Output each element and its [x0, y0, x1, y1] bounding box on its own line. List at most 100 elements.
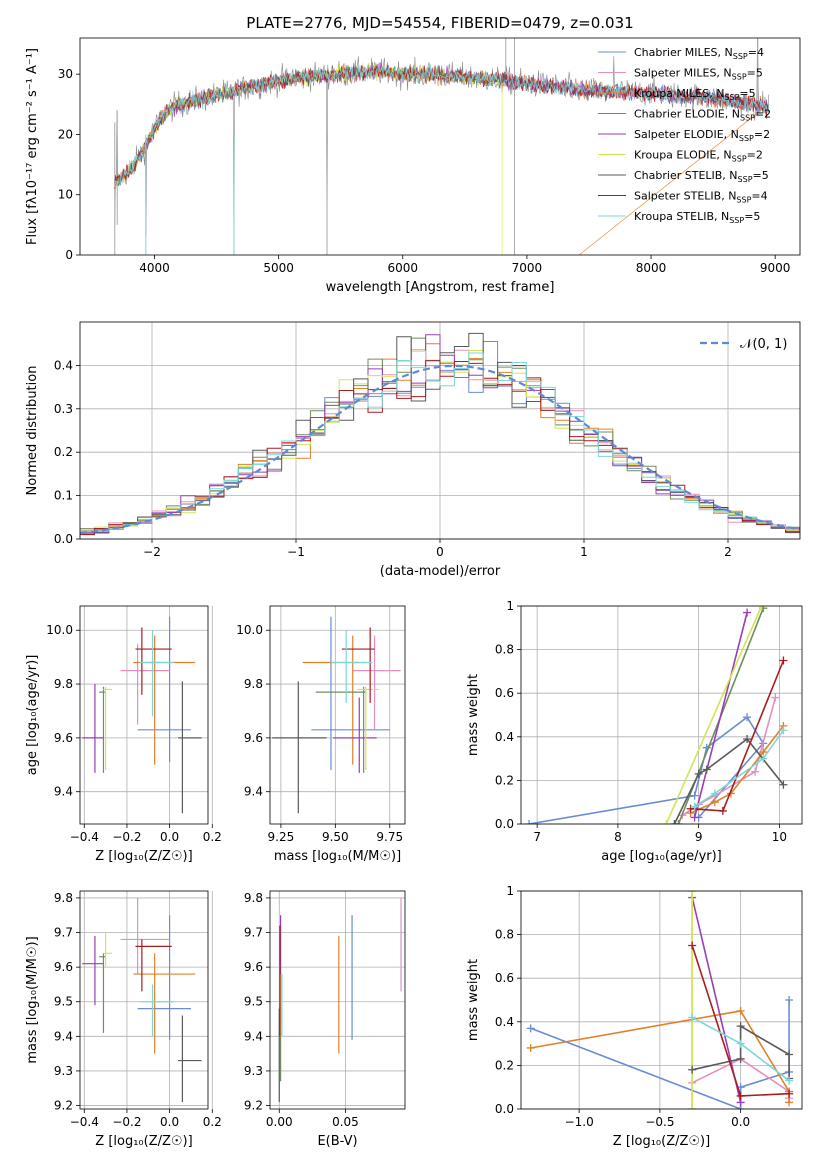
tick-label-x: 6000 — [387, 261, 418, 275]
tick-label-x: 0.0 — [160, 1115, 179, 1129]
chart-age_vs_mass: 9.25 9.50 9.75 9.4 9.6 9.8 10.0 mass [log₁₀(M/M… — [236, 605, 406, 864]
x-axis-label: Z [log₁₀(Z/Z☉)] — [613, 1134, 710, 1149]
tick-label-y: 20 — [58, 127, 73, 141]
weight-marker — [743, 734, 752, 743]
tick-label-x: 0.00 — [266, 1115, 293, 1129]
figure-title: PLATE=2776, MJD=54554, FIBERID=0479, z=0… — [246, 14, 633, 32]
tick-label-y: 9.7 — [54, 926, 73, 940]
weight-line-8 — [694, 729, 785, 808]
model-spectrum-0 — [114, 64, 764, 187]
weight-marker — [743, 608, 752, 617]
y-axis-label: mass weight — [466, 959, 481, 1041]
tick-label-y: 9.7 — [244, 926, 263, 940]
tick-label-y: 0.0 — [54, 532, 73, 546]
weight-marker — [688, 941, 697, 950]
tick-label-x: −2 — [143, 545, 161, 559]
weight-marker — [785, 1050, 794, 1059]
tick-label-x: −0.2 — [112, 1115, 141, 1129]
y-axis-label: mass weight — [466, 674, 481, 756]
y-axis-label: Normed distribution — [25, 366, 40, 496]
tick-label-y: 9.8 — [54, 891, 73, 905]
y-axis-label: age [log₁₀(age/yr)] — [25, 655, 40, 776]
weight-marker — [785, 996, 794, 1004]
weight-marker — [751, 767, 760, 776]
weight-marker — [785, 1076, 794, 1085]
axes-frame — [520, 605, 803, 825]
axes-frame — [269, 605, 406, 825]
weight-marker — [710, 798, 719, 807]
model-spectrum-7 — [114, 65, 769, 190]
x-axis-label: age [log₁₀(age/yr)] — [601, 849, 722, 864]
tick-label-y: 0.0 — [495, 817, 514, 831]
legend-entry: Chabrier STELIB, NSSP=5 — [634, 169, 769, 184]
histogram-8 — [80, 352, 800, 539]
legend: Chabrier MILES, NSSP=4 Salpeter MILES, NS… — [598, 46, 771, 225]
x-axis-label: E(B-V) — [317, 1134, 357, 1149]
weight-marker — [785, 1098, 794, 1107]
y-axis-label: Flux [fλ10⁻¹⁷ erg cm⁻² s⁻¹ A⁻¹] — [25, 48, 40, 245]
legend-entry: Salpeter STELIB, NSSP=4 — [634, 190, 768, 205]
tick-label-y: 9.6 — [54, 731, 73, 745]
tick-label-y: 0.4 — [54, 358, 73, 372]
tick-label-y: 9.4 — [54, 1029, 73, 1043]
tick-label-x: 9.50 — [322, 830, 349, 844]
chart-mass_vs_ebv: 0.00 0.05 9.2 9.3 9.4 9.5 9.6 9.7 9.8 E(B-V) — [244, 890, 406, 1149]
tick-label-y: 9.8 — [54, 677, 73, 691]
axes-frame — [79, 37, 801, 256]
tick-label-y: 1 — [506, 884, 514, 898]
tick-label-y: 9.3 — [244, 1064, 263, 1078]
weight-marker — [526, 1024, 535, 1033]
tick-label-y: 0.0 — [495, 1102, 514, 1116]
tick-label-y: 9.6 — [244, 960, 263, 974]
tick-label-y: 0.6 — [495, 686, 514, 700]
tick-label-y: 9.6 — [244, 731, 263, 745]
tick-label-y: 0.3 — [54, 402, 73, 416]
weight-line-4 — [693, 612, 748, 818]
weight-marker — [694, 769, 703, 778]
weight-marker — [785, 1089, 794, 1098]
weight-marker — [690, 802, 699, 811]
plot-area — [82, 616, 202, 814]
weight-marker — [779, 726, 788, 735]
x-axis-label: wavelength [Angstrom, rest frame] — [326, 280, 555, 295]
tick-label-y: 0.2 — [495, 1058, 514, 1072]
weight-marker — [779, 780, 788, 789]
tick-label-y: 9.8 — [244, 677, 263, 691]
plot-area — [82, 897, 202, 1103]
legend-entry: Kroupa STELIB, NSSP=5 — [634, 210, 760, 225]
weight-marker — [688, 891, 697, 895]
tick-label-x: 0 — [436, 545, 444, 559]
x-axis-label: Z [log₁₀(Z/Z☉)] — [95, 1134, 192, 1149]
tick-label-x: 9.75 — [376, 830, 403, 844]
weight-marker — [690, 791, 699, 800]
weight-marker — [736, 1054, 745, 1063]
weight-marker — [670, 820, 679, 824]
tick-label-y: 9.4 — [244, 785, 263, 799]
weight-line-0 — [528, 716, 765, 824]
weight-marker — [736, 1006, 745, 1015]
tick-label-y: 0.4 — [495, 730, 514, 744]
weight-marker — [743, 713, 752, 722]
tick-label-y: 0.4 — [495, 1015, 514, 1029]
legend-entry: Kroupa MILES, NSSP=5 — [634, 87, 756, 102]
legend-entry: Salpeter MILES, NSSP=5 — [634, 67, 763, 82]
chart-weight_vs_Z: −1.0 −0.5 0.0 0.0 0.2 0.4 0.6 0.8 1 Z [log₁₀(Z/Z☉… — [466, 884, 803, 1149]
weight-marker — [690, 813, 699, 822]
weight-marker — [757, 606, 766, 610]
legend-entry: Kroupa ELODIE, NSSP=2 — [634, 149, 763, 164]
model-spectrum-5 — [114, 62, 503, 255]
tick-label-x: −0.2 — [112, 830, 141, 844]
chart-residuals: −2 −1 0 1 2 0.0 0.1 0.2 0.3 0.4 (data-model)/error… — [25, 321, 801, 579]
tick-label-x: 7 — [533, 830, 541, 844]
y-axis-label: mass [log₁₀(M/M☉)] — [25, 936, 40, 1063]
tick-label-y: 0.1 — [54, 489, 73, 503]
chart-age_vs_Z: −0.4 −0.2 0.0 0.2 9.4 9.6 9.8 10.0 Z [log₁₀(Z/Z☉… — [25, 605, 222, 864]
weight-marker — [688, 1013, 697, 1022]
chart-weight_vs_age: 7 8 9 10 0.0 0.2 0.4 0.6 0.8 1 age [log₁₀(age/yr)]… — [466, 599, 803, 864]
weight-marker — [779, 656, 788, 665]
weight-marker — [702, 765, 711, 774]
tick-label-y: 9.4 — [54, 785, 73, 799]
tick-label-x: −0.4 — [70, 1115, 99, 1129]
weight-marker — [526, 1043, 535, 1052]
tick-label-x: 0.2 — [203, 1115, 222, 1129]
